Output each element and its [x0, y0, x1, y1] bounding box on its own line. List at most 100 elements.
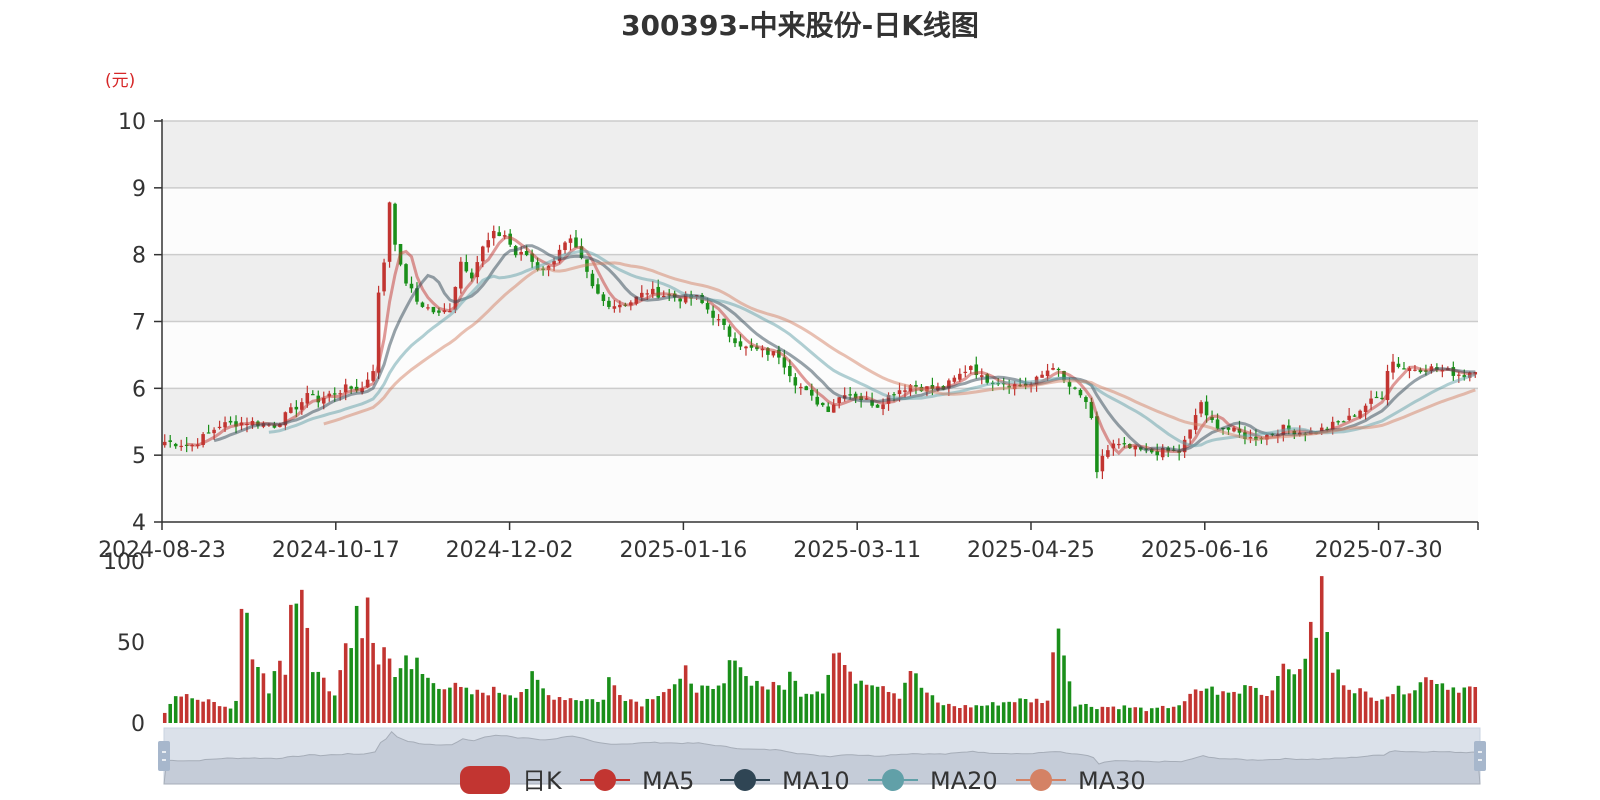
candle-body — [678, 298, 682, 302]
date-tick-label: 2025-07-30 — [1315, 538, 1443, 563]
candle-body — [497, 232, 502, 237]
volume-bar — [1106, 707, 1110, 723]
candle-body — [1215, 419, 1220, 429]
candle-body — [228, 420, 233, 423]
volume-bar — [963, 705, 968, 723]
volume-bar — [1007, 701, 1011, 723]
volume-bar — [283, 674, 288, 723]
candle-body — [294, 406, 299, 410]
candle-body — [321, 397, 326, 404]
volume-bar — [1100, 706, 1105, 723]
legend-item[interactable]: MA10 — [720, 767, 850, 795]
candle-body — [952, 377, 957, 382]
volume-bar — [1440, 683, 1445, 723]
volume-bar — [1232, 691, 1236, 723]
candle-body — [1385, 370, 1390, 401]
candle-body — [552, 260, 556, 265]
candle-body — [788, 365, 792, 377]
volume-tick-label: 0 — [131, 712, 145, 737]
volume-bar — [974, 705, 979, 723]
volume-bar — [168, 703, 173, 723]
candle-body — [1462, 375, 1467, 378]
candle-body — [881, 404, 885, 410]
candle-body — [1122, 443, 1127, 445]
volume-bar — [1418, 682, 1423, 723]
volume-bar — [925, 692, 929, 723]
candle-body — [382, 262, 386, 292]
price-tick-label: 5 — [132, 444, 146, 469]
volume-bar — [914, 673, 918, 723]
candle-body — [1369, 398, 1373, 404]
candle-body — [1040, 374, 1044, 378]
volume-bar — [294, 603, 299, 723]
volume-bar — [1056, 628, 1061, 723]
candle-body — [415, 288, 419, 302]
volume-bar — [1040, 703, 1044, 723]
volume-bar — [969, 707, 973, 723]
volume-bar — [996, 705, 1000, 723]
candle-body — [1149, 449, 1154, 453]
candle-body — [459, 261, 463, 289]
volume-bar — [261, 673, 266, 723]
legend-label: 日K — [522, 767, 563, 795]
date-tick-label: 2024-08-23 — [98, 538, 226, 563]
candle-body — [705, 303, 710, 310]
volume-bar — [1182, 701, 1187, 723]
candle-body — [311, 394, 315, 396]
volume-bar — [442, 689, 447, 723]
volume-bar — [365, 597, 370, 723]
candle-body — [875, 404, 880, 408]
legend-item[interactable]: MA20 — [868, 767, 998, 795]
candle-body — [749, 345, 754, 348]
volume-bar — [1298, 669, 1302, 723]
candle-body — [640, 292, 644, 298]
volume-bar — [201, 701, 205, 723]
volume-bar — [1204, 688, 1209, 723]
candle-body — [387, 202, 392, 262]
volume-bar — [881, 686, 885, 723]
legend-item[interactable]: MA5 — [580, 767, 694, 795]
candle-body — [1396, 363, 1401, 367]
legend-label: MA20 — [930, 767, 998, 795]
volume-bar — [733, 660, 737, 723]
volume-bar — [1319, 576, 1324, 723]
candle-body — [1374, 396, 1379, 399]
legend-item[interactable]: MA30 — [1016, 767, 1146, 795]
volume-bar — [1254, 687, 1258, 723]
volume-bar — [952, 706, 957, 723]
zoom-right-handle[interactable] — [1474, 741, 1486, 771]
volume-bar — [590, 699, 595, 723]
candle-body — [343, 384, 348, 393]
candle-body — [1084, 397, 1088, 403]
zoom-left-handle[interactable] — [158, 741, 170, 771]
candle-body — [1413, 369, 1417, 371]
candle-body — [799, 386, 803, 389]
candle-body — [234, 421, 238, 427]
volume-bar — [426, 677, 430, 723]
volume-bar — [415, 657, 419, 723]
volume-bar — [1171, 706, 1176, 723]
volume-bar — [1473, 687, 1478, 723]
volume-bar — [579, 700, 584, 723]
volume-bar — [1435, 683, 1439, 723]
volume-bar — [766, 689, 770, 723]
chart-title: 300393-中来股份-日K线图 — [621, 9, 979, 42]
volume-bar — [568, 698, 573, 723]
legend-item[interactable]: 日K — [460, 766, 563, 795]
volume-bar — [1149, 708, 1154, 723]
candle-body — [1182, 439, 1187, 453]
candle-body — [464, 262, 469, 272]
candle-body — [1155, 451, 1160, 456]
candle-body — [409, 283, 414, 289]
volume-bar — [727, 660, 732, 723]
candle-body — [722, 318, 726, 326]
candle-body — [1051, 367, 1055, 370]
candle-body — [963, 371, 968, 374]
volume-bar — [497, 692, 502, 723]
volume-bar — [705, 685, 710, 723]
volume-bar — [305, 627, 310, 723]
volume-bar — [475, 689, 480, 723]
volume-bar — [607, 677, 611, 723]
volume-bar — [947, 703, 951, 723]
volume-bar — [332, 695, 337, 723]
